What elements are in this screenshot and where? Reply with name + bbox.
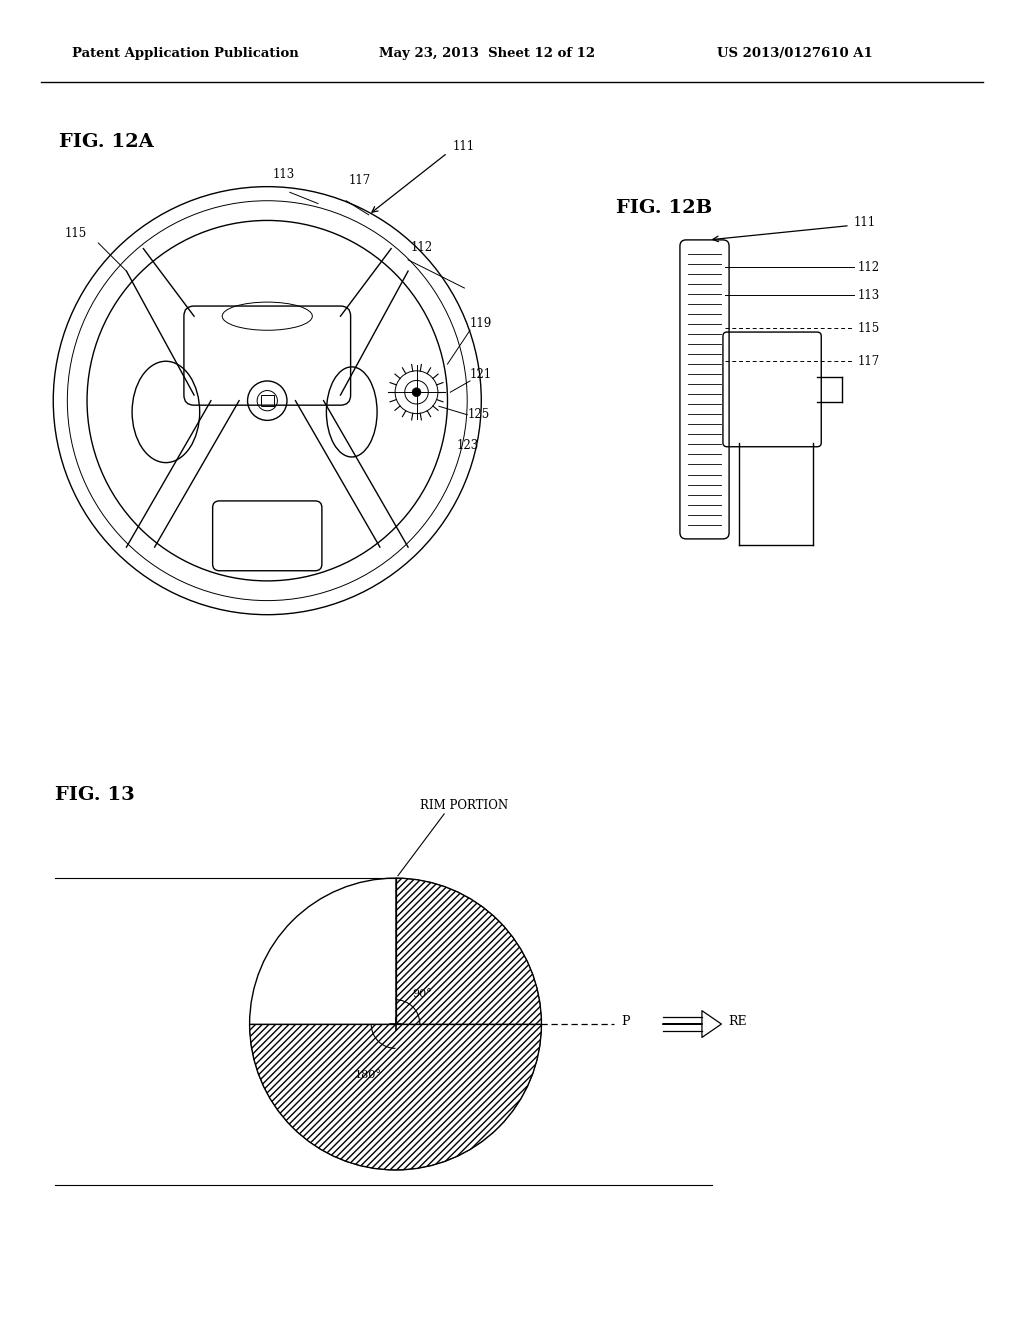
Text: 115: 115 bbox=[858, 322, 881, 335]
Text: US 2013/0127610 A1: US 2013/0127610 A1 bbox=[717, 46, 872, 59]
Text: 117: 117 bbox=[858, 355, 881, 368]
Text: Patent Application Publication: Patent Application Publication bbox=[72, 46, 298, 59]
Text: FIG. 12B: FIG. 12B bbox=[616, 199, 713, 218]
Bar bbox=[260, 395, 274, 407]
Wedge shape bbox=[395, 878, 542, 1024]
Wedge shape bbox=[250, 1024, 542, 1170]
Text: 119: 119 bbox=[470, 317, 493, 330]
Text: May 23, 2013  Sheet 12 of 12: May 23, 2013 Sheet 12 of 12 bbox=[379, 46, 595, 59]
Text: 112: 112 bbox=[411, 242, 433, 255]
Text: 113: 113 bbox=[858, 289, 881, 302]
Text: 115: 115 bbox=[65, 227, 87, 240]
Circle shape bbox=[412, 388, 421, 397]
Text: 111: 111 bbox=[453, 140, 475, 153]
Text: RIM PORTION: RIM PORTION bbox=[420, 800, 508, 813]
Text: 113: 113 bbox=[272, 168, 295, 181]
Text: 90°: 90° bbox=[413, 989, 432, 999]
Text: 180°: 180° bbox=[354, 1069, 381, 1080]
Text: FIG. 12A: FIG. 12A bbox=[59, 133, 154, 152]
Text: FIG. 13: FIG. 13 bbox=[55, 787, 135, 804]
Text: 125: 125 bbox=[467, 408, 489, 421]
Text: P: P bbox=[622, 1015, 630, 1028]
Text: 111: 111 bbox=[854, 215, 877, 228]
Text: 121: 121 bbox=[470, 368, 493, 381]
Text: 112: 112 bbox=[858, 260, 881, 273]
Text: 123: 123 bbox=[457, 438, 479, 451]
Text: 117: 117 bbox=[349, 174, 371, 187]
Text: RE: RE bbox=[729, 1015, 748, 1028]
